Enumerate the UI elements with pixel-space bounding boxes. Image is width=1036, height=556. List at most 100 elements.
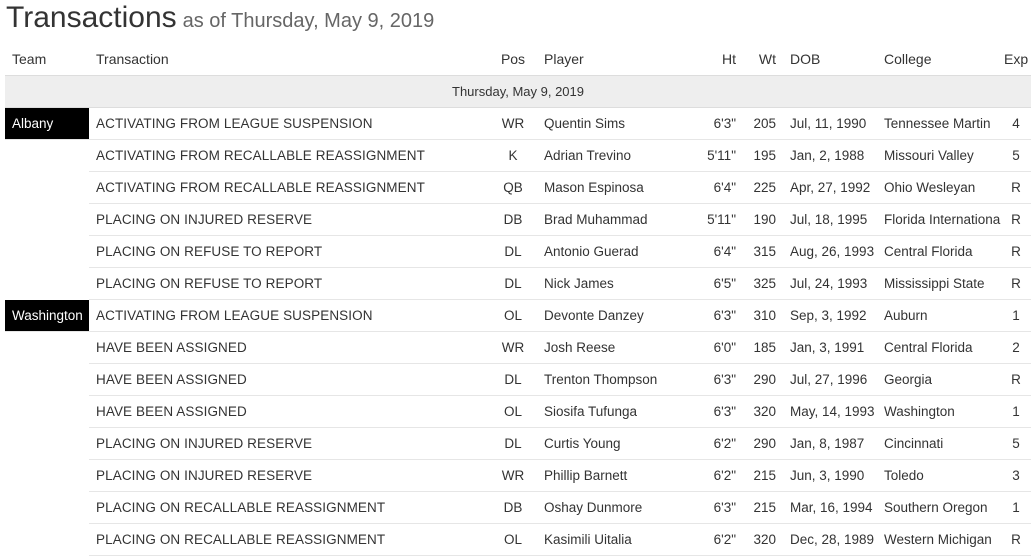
cell-exp: 2 bbox=[1001, 331, 1031, 364]
table-row: HAVE BEEN ASSIGNED DL Trenton Thompson 6'3"… bbox=[5, 363, 1031, 396]
cell-ht: 6'0" bbox=[677, 331, 743, 364]
cell-exp: R bbox=[1001, 171, 1031, 204]
date-group-row: Thursday, May 9, 2019 bbox=[5, 75, 1031, 108]
col-header-player[interactable]: Player bbox=[544, 51, 584, 67]
cell-college: Central Florida bbox=[877, 235, 1001, 268]
cell-player[interactable]: Kasimili Uitalia bbox=[537, 523, 677, 556]
cell-player[interactable]: Nick James bbox=[537, 267, 677, 300]
cell-wt: 205 bbox=[743, 107, 783, 140]
cell-ht: 6'3" bbox=[677, 395, 743, 428]
cell-player[interactable]: Trenton Thompson bbox=[537, 363, 677, 396]
cell-college: Missouri Valley bbox=[877, 139, 1001, 172]
col-header-exp[interactable]: Exp bbox=[1004, 51, 1029, 67]
transactions-table: Team Transaction Pos Player Ht Wt DOB Co… bbox=[5, 43, 1031, 556]
cell-player[interactable]: Mason Espinosa bbox=[537, 171, 677, 204]
cell-dob: Jul, 24, 1993 bbox=[783, 267, 877, 300]
cell-pos: WR bbox=[489, 331, 537, 364]
cell-player[interactable]: Phillip Barnett bbox=[537, 459, 677, 492]
cell-pos: DL bbox=[489, 235, 537, 268]
col-header-dob[interactable]: DOB bbox=[790, 51, 821, 67]
cell-team bbox=[5, 236, 89, 268]
cell-transaction: PLACING ON RECALLABLE REASSIGNMENT bbox=[89, 491, 489, 524]
cell-pos: DB bbox=[489, 203, 537, 236]
cell-team bbox=[5, 524, 89, 556]
table-row: Albany ACTIVATING FROM LEAGUE SUSPENSION W… bbox=[5, 107, 1031, 140]
cell-wt: 190 bbox=[743, 203, 783, 236]
cell-player[interactable]: Oshay Dunmore bbox=[537, 491, 677, 524]
cell-wt: 215 bbox=[743, 491, 783, 524]
col-header-ht[interactable]: Ht bbox=[722, 51, 736, 67]
page-subtitle: as of Thursday, May 9, 2019 bbox=[182, 10, 435, 32]
cell-ht: 5'11" bbox=[677, 139, 743, 172]
table-row: PLACING ON INJURED RESERVE DL Curtis Young… bbox=[5, 427, 1031, 460]
cell-wt: 315 bbox=[743, 235, 783, 268]
cell-ht: 6'2" bbox=[677, 523, 743, 556]
col-header-college[interactable]: College bbox=[884, 51, 932, 67]
team-badge[interactable]: Washington bbox=[5, 299, 89, 331]
cell-exp: 5 bbox=[1001, 139, 1031, 172]
cell-college: Southern Oregon bbox=[877, 491, 1001, 524]
cell-dob: Jan, 2, 1988 bbox=[783, 139, 877, 172]
team-badge[interactable]: Albany bbox=[5, 108, 89, 139]
cell-pos: DL bbox=[489, 427, 537, 460]
cell-player[interactable]: Devonte Danzey bbox=[537, 299, 677, 332]
cell-college: Central Florida bbox=[877, 331, 1001, 364]
cell-college: Georgia bbox=[877, 363, 1001, 396]
cell-exp: R bbox=[1001, 203, 1031, 236]
table-row: PLACING ON INJURED RESERVE DB Brad Muhamma… bbox=[5, 203, 1031, 236]
cell-team bbox=[5, 428, 89, 460]
cell-ht: 6'4" bbox=[677, 171, 743, 204]
cell-wt: 225 bbox=[743, 171, 783, 204]
table-header: Team Transaction Pos Player Ht Wt DOB Co… bbox=[5, 43, 1031, 76]
cell-dob: Jan, 8, 1987 bbox=[783, 427, 877, 460]
cell-dob: Sep, 3, 1992 bbox=[783, 299, 877, 332]
cell-wt: 290 bbox=[743, 363, 783, 396]
cell-dob: Dec, 28, 1989 bbox=[783, 523, 877, 556]
cell-team: Washington bbox=[5, 299, 89, 332]
cell-pos: DL bbox=[489, 267, 537, 300]
cell-college: Tennessee Martin bbox=[877, 107, 1001, 140]
cell-player[interactable]: Siosifa Tufunga bbox=[537, 395, 677, 428]
cell-wt: 325 bbox=[743, 267, 783, 300]
cell-college: Toledo bbox=[877, 459, 1001, 492]
col-header-wt[interactable]: Wt bbox=[758, 51, 776, 67]
cell-exp: R bbox=[1001, 363, 1031, 396]
col-header-transaction[interactable]: Transaction bbox=[96, 51, 169, 67]
cell-player[interactable]: Josh Reese bbox=[537, 331, 677, 364]
cell-wt: 290 bbox=[743, 427, 783, 460]
cell-transaction: PLACING ON INJURED RESERVE bbox=[89, 203, 489, 236]
cell-college: Cincinnati bbox=[877, 427, 1001, 460]
cell-player[interactable]: Antonio Guerad bbox=[537, 235, 677, 268]
cell-college: Ohio Wesleyan bbox=[877, 171, 1001, 204]
cell-dob: Mar, 16, 1994 bbox=[783, 491, 877, 524]
cell-ht: 6'2" bbox=[677, 427, 743, 460]
col-header-team[interactable]: Team bbox=[12, 51, 47, 67]
cell-player[interactable]: Brad Muhammad bbox=[537, 203, 677, 236]
col-header-pos[interactable]: Pos bbox=[500, 51, 526, 67]
cell-ht: 6'2" bbox=[677, 459, 743, 492]
cell-ht: 5'11" bbox=[677, 203, 743, 236]
cell-team bbox=[5, 172, 89, 204]
table-row: PLACING ON RECALLABLE REASSIGNMENT OL Kasi… bbox=[5, 523, 1031, 556]
date-group-label: Thursday, May 9, 2019 bbox=[5, 75, 1031, 108]
cell-transaction: PLACING ON RECALLABLE REASSIGNMENT bbox=[89, 523, 489, 556]
cell-exp: R bbox=[1001, 235, 1031, 268]
cell-ht: 6'5" bbox=[677, 267, 743, 300]
cell-transaction: PLACING ON INJURED RESERVE bbox=[89, 459, 489, 492]
cell-wt: 215 bbox=[743, 459, 783, 492]
cell-wt: 320 bbox=[743, 523, 783, 556]
cell-exp: 5 bbox=[1001, 427, 1031, 460]
table-body: Thursday, May 9, 2019 Albany ACTIVATING F… bbox=[5, 75, 1031, 556]
cell-team bbox=[5, 460, 89, 492]
cell-college: Auburn bbox=[877, 299, 1001, 332]
cell-ht: 6'3" bbox=[677, 491, 743, 524]
cell-pos: QB bbox=[489, 171, 537, 204]
cell-player[interactable]: Adrian Trevino bbox=[537, 139, 677, 172]
cell-transaction: ACTIVATING FROM RECALLABLE REASSIGNMENT bbox=[89, 171, 489, 204]
cell-exp: R bbox=[1001, 267, 1031, 300]
cell-player[interactable]: Quentin Sims bbox=[537, 107, 677, 140]
table-row: HAVE BEEN ASSIGNED WR Josh Reese 6'0" 185 Jan… bbox=[5, 331, 1031, 364]
cell-college: Mississippi State bbox=[877, 267, 1001, 300]
cell-dob: Aug, 26, 1993 bbox=[783, 235, 877, 268]
cell-player[interactable]: Curtis Young bbox=[537, 427, 677, 460]
